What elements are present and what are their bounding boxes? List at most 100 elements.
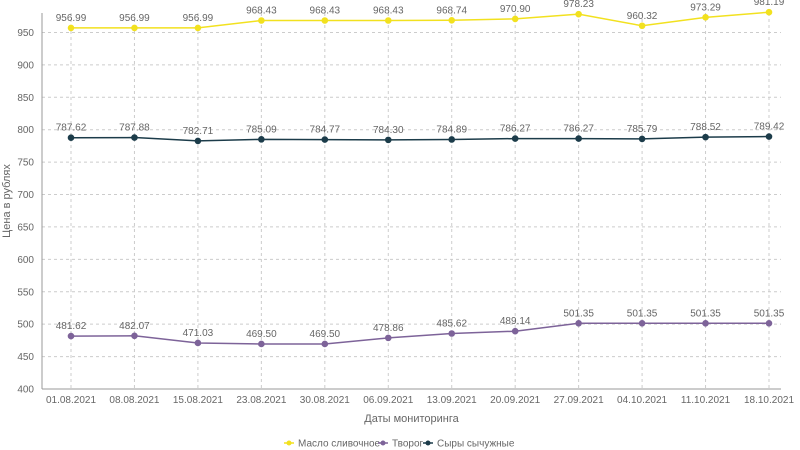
y-tick-label: 550 — [17, 287, 34, 298]
data-label: 784.30 — [373, 125, 404, 136]
data-point — [258, 136, 265, 143]
data-point — [448, 330, 456, 337]
data-point — [511, 135, 519, 142]
y-tick-label: 950 — [17, 28, 34, 39]
data-label: 481.62 — [56, 321, 87, 332]
y-tick-label: 650 — [17, 222, 34, 233]
data-point — [67, 332, 75, 340]
data-label: 786.27 — [500, 124, 531, 135]
data-point — [511, 15, 519, 23]
y-tick-label: 400 — [17, 385, 34, 396]
x-tick-label: 08.08.2021 — [109, 395, 159, 406]
data-label: 786.27 — [563, 124, 594, 135]
data-label: 501.35 — [563, 308, 594, 319]
data-point — [575, 319, 582, 327]
data-label: 471.03 — [183, 328, 214, 339]
data-point — [67, 134, 75, 142]
data-point — [511, 327, 519, 335]
legend-label: Масло сливочное — [298, 439, 381, 450]
data-label: 785.09 — [246, 124, 277, 135]
data-label: 501.35 — [627, 308, 658, 319]
data-point — [765, 133, 773, 140]
x-tick-label: 11.10.2021 — [681, 395, 731, 406]
legend-label: Сыры сычужные — [437, 439, 515, 450]
y-tick-label: 450 — [17, 352, 34, 363]
data-label: 788.52 — [690, 122, 721, 133]
x-tick-label: 18.10.2021 — [744, 395, 794, 406]
data-point — [321, 17, 329, 24]
data-point — [384, 17, 392, 24]
data-point — [765, 8, 773, 16]
series-line — [70, 322, 769, 345]
data-label: 787.62 — [56, 123, 87, 134]
data-point — [131, 134, 138, 141]
x-tick-label: 13.09.2021 — [427, 395, 477, 406]
x-tick-label: 23.08.2021 — [236, 395, 286, 406]
data-label: 469.50 — [310, 329, 341, 340]
data-point — [702, 14, 709, 21]
x-tick-label: 20.09.2021 — [490, 395, 540, 406]
data-label: 978.23 — [563, 0, 594, 10]
data-label: 960.32 — [627, 11, 658, 22]
data-point — [575, 10, 582, 18]
data-label: 469.50 — [246, 329, 277, 340]
y-tick-label: 700 — [17, 190, 34, 201]
data-point — [702, 133, 709, 141]
data-label: 501.35 — [690, 308, 721, 319]
data-label: 482.07 — [119, 321, 150, 332]
data-label: 478.86 — [373, 323, 404, 334]
data-label: 968.43 — [310, 6, 341, 17]
data-point — [258, 340, 265, 348]
x-tick-label: 06.09.2021 — [363, 395, 413, 406]
y-axis-title: Цена в рублях — [1, 164, 13, 238]
data-point — [638, 135, 646, 143]
data-label: 789.42 — [754, 122, 785, 133]
data-point — [131, 24, 138, 32]
data-label: 981.19 — [754, 0, 785, 8]
data-point — [638, 22, 646, 30]
data-label: 973.29 — [690, 2, 721, 13]
x-axis-title: Даты мониторинга — [364, 413, 459, 425]
data-label: 956.99 — [183, 13, 214, 24]
y-tick-label: 600 — [17, 255, 34, 266]
data-point — [448, 136, 456, 143]
data-label: 501.35 — [754, 308, 785, 319]
legend-marker — [286, 440, 292, 446]
legend-label: Творог — [392, 439, 424, 450]
data-point — [194, 24, 202, 32]
data-point — [194, 339, 202, 347]
data-point — [702, 319, 709, 327]
data-point — [575, 135, 582, 142]
data-label: 782.71 — [183, 126, 214, 137]
data-point — [321, 136, 329, 143]
x-tick-label: 15.08.2021 — [173, 395, 223, 406]
y-tick-label: 800 — [17, 125, 34, 136]
data-label: 485.62 — [436, 318, 467, 329]
data-point — [448, 16, 456, 24]
data-point — [384, 334, 392, 342]
y-tick-label: 750 — [17, 158, 34, 169]
data-point — [765, 319, 773, 327]
data-point — [131, 332, 138, 340]
data-point — [321, 340, 329, 348]
x-tick-label: 01.08.2021 — [46, 395, 96, 406]
data-point — [67, 24, 75, 32]
series-line — [71, 11, 770, 29]
data-label: 784.77 — [310, 125, 341, 136]
series-line — [70, 135, 770, 142]
data-point — [384, 136, 392, 144]
data-point — [258, 17, 265, 24]
legend-marker — [425, 440, 431, 446]
x-tick-label: 04.10.2021 — [617, 395, 667, 406]
data-label: 970.90 — [500, 4, 531, 15]
data-point — [638, 319, 646, 327]
data-label: 784.89 — [436, 124, 467, 135]
data-label: 956.99 — [119, 13, 150, 24]
x-tick-label: 30.08.2021 — [300, 395, 350, 406]
y-tick-label: 850 — [17, 93, 34, 104]
data-label: 489.14 — [500, 316, 531, 327]
data-label: 787.88 — [119, 123, 150, 134]
y-tick-label: 900 — [17, 60, 34, 71]
